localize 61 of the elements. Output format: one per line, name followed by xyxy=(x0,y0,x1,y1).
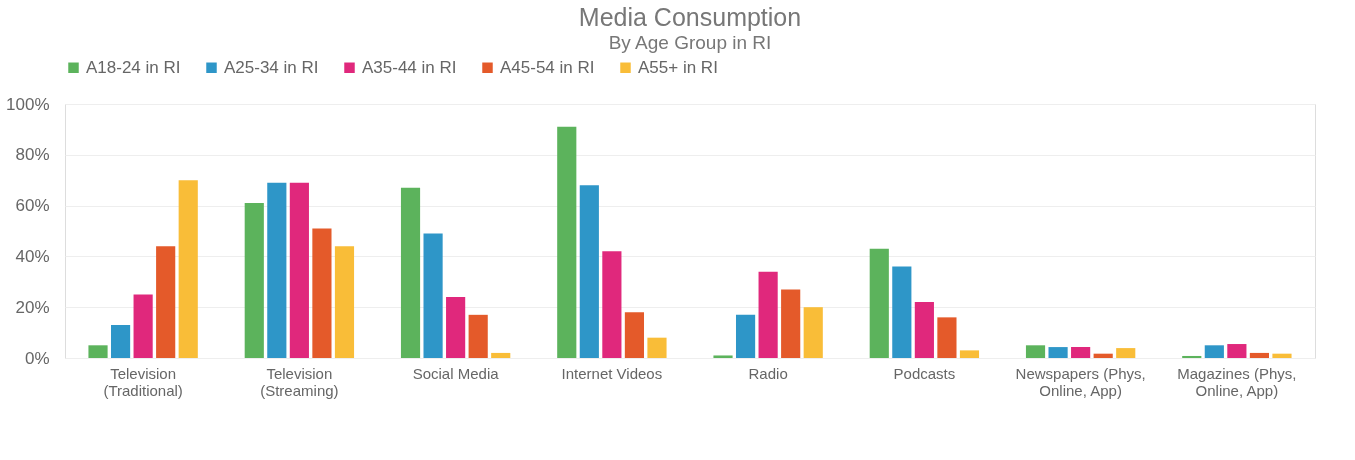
bar xyxy=(758,271,778,358)
bar xyxy=(1071,347,1091,358)
bar xyxy=(156,246,176,358)
bar xyxy=(110,324,131,358)
x-tick-label: Social Media xyxy=(412,364,500,382)
bar xyxy=(491,352,511,358)
x-tick-label: Television (Streaming) xyxy=(260,364,339,399)
y-tick-label: 40% xyxy=(15,246,50,266)
bar xyxy=(647,337,667,358)
x-tick-label: Internet Videos xyxy=(561,364,663,382)
bar xyxy=(1182,355,1202,358)
bar xyxy=(423,233,443,358)
chart-title: Media Consumption xyxy=(578,3,802,31)
bar xyxy=(88,345,108,358)
bar xyxy=(735,314,756,358)
y-tick-label: 60% xyxy=(15,196,50,216)
bar xyxy=(312,228,332,358)
x-tick-label: Newspapers (Phys, Online, App) xyxy=(1015,364,1146,399)
x-tick-label: Television (Traditional) xyxy=(103,364,183,399)
bar xyxy=(1272,353,1292,358)
x-tick-label: Magazines (Phys, Online, App) xyxy=(1177,364,1297,399)
legend-label: A35-44 in RI xyxy=(362,57,457,77)
bar xyxy=(400,187,421,358)
bar xyxy=(1249,352,1270,358)
bar xyxy=(133,294,153,358)
bar xyxy=(1093,353,1113,358)
legend-label: A25-34 in RI xyxy=(224,57,319,77)
bar xyxy=(869,248,889,358)
bar xyxy=(244,203,264,358)
bar xyxy=(713,355,733,358)
bar xyxy=(446,297,466,358)
chart-subtitle: By Age Group in RI xyxy=(608,32,772,53)
bar xyxy=(579,185,599,358)
x-tick-label: Radio xyxy=(748,364,788,382)
bar xyxy=(1025,345,1046,358)
bar xyxy=(557,126,577,358)
y-tick-label: 100% xyxy=(6,94,50,114)
legend-label: A45-54 in RI xyxy=(500,57,595,77)
bar xyxy=(1204,345,1224,358)
bar xyxy=(624,312,645,358)
bar xyxy=(468,314,488,358)
bar xyxy=(334,246,355,358)
bar xyxy=(937,317,957,358)
bar xyxy=(892,266,912,358)
y-tick-label: 80% xyxy=(15,145,50,165)
bar xyxy=(289,182,309,358)
bar xyxy=(914,302,934,358)
bar xyxy=(959,350,980,358)
legend-label: A55+ in RI xyxy=(638,57,718,77)
bar xyxy=(1048,347,1068,358)
bar xyxy=(1116,348,1136,358)
y-tick-label: 20% xyxy=(15,297,50,317)
legend-label: A18-24 in RI xyxy=(86,57,181,77)
y-tick-label: 0% xyxy=(24,348,50,368)
bar xyxy=(267,182,287,358)
bar xyxy=(602,251,622,358)
x-tick-label: Podcasts xyxy=(893,364,956,382)
bar xyxy=(1227,344,1247,358)
bar xyxy=(803,307,823,358)
bar xyxy=(781,289,801,358)
bar xyxy=(178,180,198,358)
